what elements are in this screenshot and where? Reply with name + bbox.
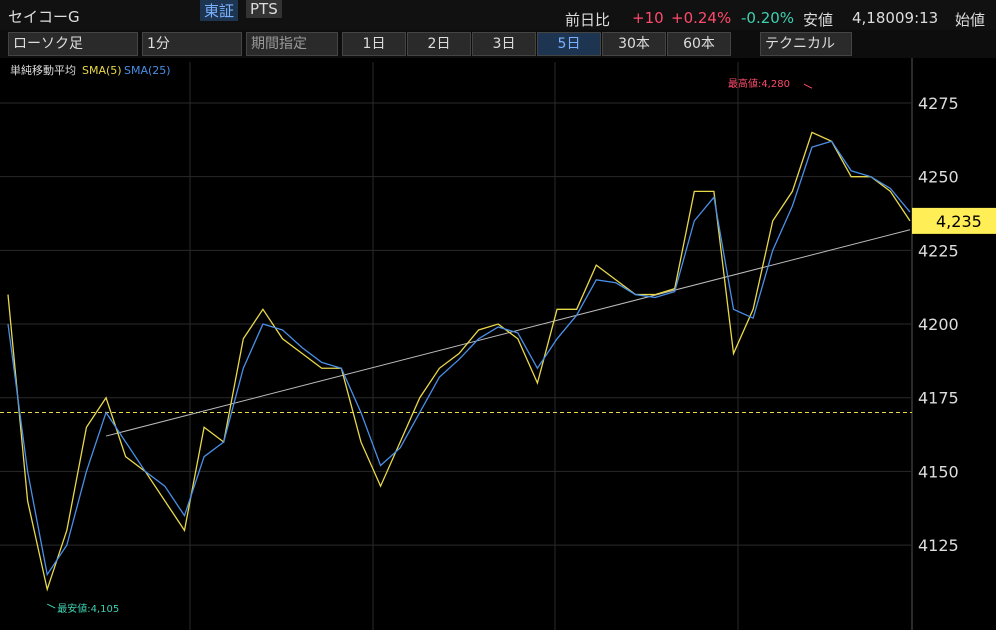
low: 4,180	[852, 9, 895, 27]
header: セイコーG 東証 PTS 前日比 +10 +0.24% -0.20% 安値 4,…	[0, 0, 996, 30]
low-marker	[46, 603, 56, 609]
low-label: 最安値:4,105	[57, 602, 119, 615]
last-price-box	[912, 207, 996, 234]
sma-line	[7, 131, 911, 592]
last-price: 4,235	[936, 212, 982, 231]
legend-entry: SMA(25)	[124, 64, 171, 77]
open-label: 始値	[955, 11, 986, 29]
low-label: 安値	[803, 11, 834, 29]
range-button[interactable]: 2日	[407, 32, 471, 56]
chart-type[interactable]: ローソク足	[8, 32, 138, 56]
y-tick-label: 4150	[918, 462, 959, 481]
change-pct: +0.24%	[671, 9, 732, 27]
sma-line	[7, 140, 911, 577]
toolbar: ローソク足 1分 期間指定 1日 2日 3日 5日 30本 60本 テクニカル	[0, 30, 996, 58]
y-tick-label: 4225	[918, 241, 959, 260]
interval[interactable]: 1分	[142, 32, 242, 56]
y-tick-label: 4200	[918, 315, 959, 334]
high-label: 最高値:4,280	[728, 77, 790, 90]
range-button[interactable]: 60本	[667, 32, 731, 56]
y-tick-label: 4125	[918, 536, 959, 555]
y-tick-label: 4250	[918, 168, 959, 187]
range-button[interactable]: 1日	[342, 32, 406, 56]
range-button[interactable]: 30本	[602, 32, 666, 56]
market-tab[interactable]: PTS	[246, 0, 282, 18]
stock-name: セイコーG	[8, 8, 80, 26]
change-label: 前日比	[565, 11, 611, 29]
y-tick-label: 4175	[918, 389, 959, 408]
market-tab[interactable]: 東証	[200, 0, 239, 21]
indicator: 単純移動平均	[10, 63, 76, 77]
chart: 単純移動平均 SMA(5) SMA(25) 4125 4150 4175 4200 42…	[0, 58, 996, 630]
trend-line	[105, 229, 911, 437]
high-marker	[803, 83, 813, 89]
technical[interactable]: テクニカル	[760, 32, 852, 56]
plot-bg	[0, 58, 912, 630]
change: +10	[632, 9, 664, 27]
other-pct: -0.20%	[741, 9, 795, 27]
y-tick-label: 4275	[918, 94, 959, 113]
v-grid	[189, 62, 739, 630]
period[interactable]: 期間指定	[246, 32, 338, 56]
time: 09:13	[895, 9, 939, 27]
range-button[interactable]: 3日	[472, 32, 536, 56]
range-button[interactable]: 5日	[537, 32, 601, 56]
legend-entry: SMA(5)	[82, 64, 122, 77]
